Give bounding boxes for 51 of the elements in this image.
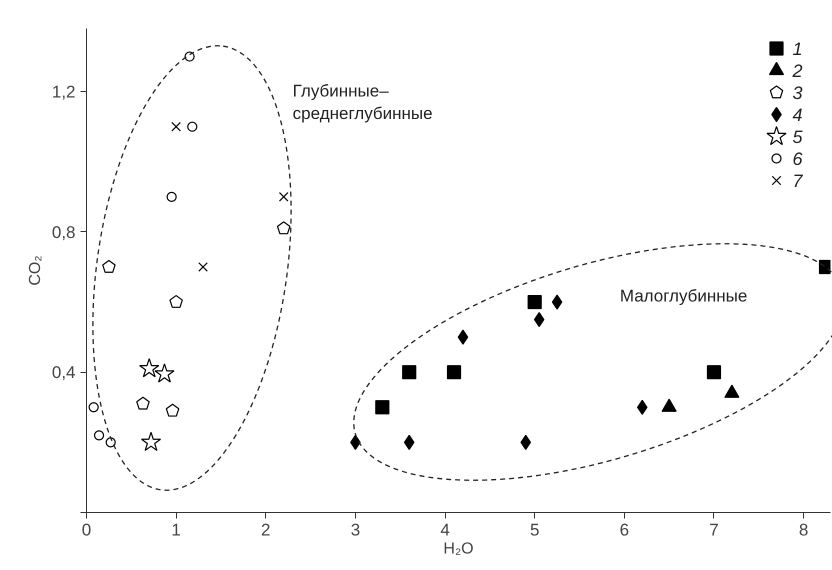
legend-label: 3 <box>792 83 803 103</box>
y-tick-label: 1,2 <box>52 82 76 102</box>
point <box>166 404 180 417</box>
point <box>534 312 544 328</box>
point <box>636 400 648 415</box>
point <box>375 400 390 414</box>
legend-label: 6 <box>792 149 804 169</box>
point <box>520 434 531 450</box>
point <box>458 330 468 345</box>
point <box>187 122 198 132</box>
legend-label: 4 <box>792 105 803 125</box>
point <box>276 221 290 234</box>
x-tick-label: 7 <box>709 520 719 540</box>
point <box>102 260 116 273</box>
x-tick-label: 5 <box>530 520 540 540</box>
point <box>446 365 462 380</box>
point <box>169 294 183 308</box>
x-axis-title: H₂O <box>443 540 474 558</box>
point <box>706 365 722 380</box>
y-axis-title: CO₂ <box>26 255 44 286</box>
x-tick-label: 0 <box>82 520 92 540</box>
point <box>88 402 99 412</box>
point <box>140 432 162 452</box>
point <box>94 430 104 440</box>
annotation: Малоглубинные <box>620 286 748 306</box>
point <box>171 122 181 132</box>
point <box>404 434 414 450</box>
x-tick-label: 1 <box>171 520 181 540</box>
point <box>402 365 416 380</box>
x-tick-label: 4 <box>440 520 450 540</box>
x-tick-label: 2 <box>261 520 271 540</box>
point <box>136 396 150 410</box>
legend-label: 5 <box>792 127 804 147</box>
legend-label: 2 <box>792 61 803 81</box>
point <box>139 358 160 378</box>
point <box>528 294 542 310</box>
point <box>154 363 175 383</box>
x-tick-label: 3 <box>350 520 360 540</box>
point <box>184 51 195 62</box>
y-tick-label: 0,8 <box>52 222 76 242</box>
x-tick-label: 8 <box>798 520 808 540</box>
y-tick-label: 0,4 <box>52 363 76 382</box>
point <box>278 192 289 202</box>
legend-label: 7 <box>792 171 804 191</box>
point <box>106 437 116 448</box>
x-tick-label: 6 <box>620 520 630 540</box>
point <box>198 262 208 272</box>
point <box>350 434 361 450</box>
legend-label: 1 <box>792 39 803 59</box>
annotation: Глубинные– среднеглубинные <box>292 81 433 124</box>
point <box>166 192 177 202</box>
